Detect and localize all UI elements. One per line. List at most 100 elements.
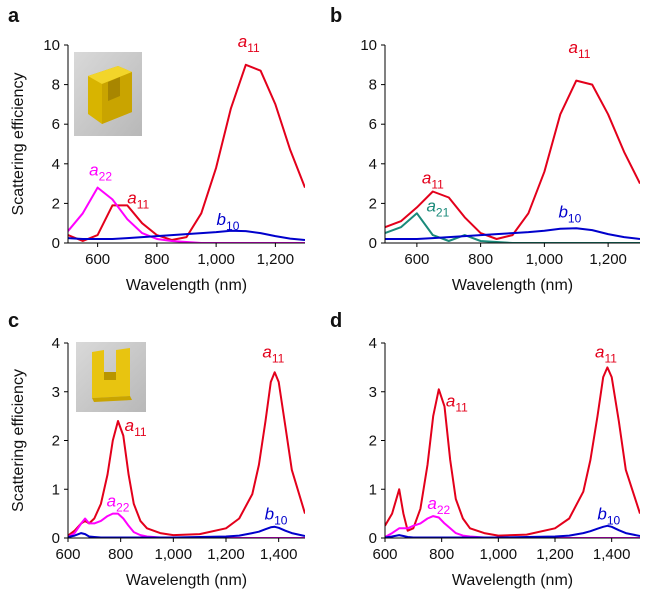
annotation-name: a — [107, 491, 116, 510]
y-tick-label: 10 — [360, 37, 377, 54]
series-annotation: a21 — [426, 196, 449, 219]
series-annotation: b10 — [265, 504, 288, 527]
y-tick-label: 4 — [52, 156, 60, 173]
annotation-subscript: 10 — [226, 219, 240, 233]
x-tick-label: 1,000 — [197, 251, 235, 268]
annotation-subscript: 11 — [431, 178, 444, 192]
series-line — [385, 227, 640, 240]
y-axis-label: Scattering efficiency — [10, 369, 27, 512]
series-annotation: a11 — [238, 32, 260, 55]
annotation-subscript: 11 — [137, 197, 150, 211]
series-line — [68, 186, 305, 243]
annotation-subscript: 11 — [455, 400, 468, 414]
annotation-name: a — [422, 169, 431, 188]
series-annotation: b10 — [217, 210, 240, 233]
series-line — [385, 212, 640, 243]
x-tick-label: 1,400 — [260, 546, 298, 563]
annotation-name: a — [125, 416, 134, 435]
annotation-name: a — [568, 38, 577, 57]
series-line — [68, 371, 305, 537]
y-tick-label: 1 — [52, 481, 60, 498]
x-tick-label: 800 — [468, 251, 493, 268]
annotation-name: b — [217, 210, 226, 229]
annotation-subscript: 10 — [274, 513, 288, 527]
annotation-subscript: 11 — [247, 41, 260, 55]
series-line — [68, 229, 305, 241]
panel-label: b — [330, 5, 342, 27]
series-line — [68, 63, 305, 242]
series-annotation: b10 — [597, 504, 620, 527]
annotation-name: a — [238, 32, 247, 51]
series-annotation: a11 — [422, 169, 444, 192]
annotation-name: a — [595, 343, 604, 362]
y-tick-label: 4 — [369, 156, 377, 173]
inset-a — [74, 52, 142, 136]
x-tick-label: 1,200 — [257, 251, 295, 268]
annotation-subscript: 11 — [134, 425, 147, 439]
x-axis-label: Wavelength (nm) — [452, 572, 573, 589]
y-tick-label: 1 — [369, 481, 377, 498]
annotation-subscript: 11 — [272, 352, 285, 366]
y-tick-label: 2 — [369, 433, 377, 450]
annotation-subscript: 11 — [605, 352, 618, 366]
x-tick-label: 800 — [144, 251, 169, 268]
y-tick-label: 2 — [52, 433, 60, 450]
annotation-name: a — [446, 391, 455, 410]
annotation-name: b — [597, 504, 606, 523]
y-tick-label: 0 — [52, 530, 60, 547]
series-annotation: a11 — [125, 416, 147, 439]
series-annotation: a22 — [107, 491, 130, 514]
panel-label: a — [8, 5, 20, 27]
y-tick-label: 0 — [52, 235, 60, 252]
y-tick-label: 2 — [52, 195, 60, 212]
y-tick-label: 0 — [369, 530, 377, 547]
x-tick-label: 1,000 — [526, 251, 564, 268]
y-tick-label: 6 — [52, 116, 60, 133]
annotation-name: b — [265, 504, 274, 523]
panel-label: c — [8, 310, 19, 332]
series-line — [68, 525, 305, 538]
x-tick-label: 1,000 — [480, 546, 518, 563]
y-tick-label: 8 — [52, 77, 60, 94]
inset-c — [76, 342, 146, 412]
y-tick-label: 4 — [369, 335, 377, 352]
x-tick-label: 800 — [108, 546, 133, 563]
x-tick-label: 600 — [85, 251, 110, 268]
x-tick-label: 600 — [404, 251, 429, 268]
y-tick-label: 10 — [43, 37, 60, 54]
y-axis-label: Scattering efficiency — [10, 73, 27, 216]
annotation-subscript: 10 — [568, 211, 582, 225]
annotation-name: b — [558, 202, 567, 221]
annotation-subscript: 10 — [607, 513, 621, 527]
series-line — [385, 366, 640, 537]
series-annotation: a22 — [427, 494, 450, 517]
annotation-subscript: 11 — [578, 47, 591, 61]
x-axis-label: Wavelength (nm) — [452, 277, 573, 294]
annotation-name: a — [427, 494, 436, 513]
series-annotation: a22 — [89, 161, 112, 184]
series-annotation: a11 — [127, 188, 149, 211]
x-tick-label: 1,200 — [589, 251, 627, 268]
annotation-name: a — [262, 343, 271, 362]
annotation-name: a — [127, 188, 136, 207]
series-annotation: a11 — [595, 343, 617, 366]
annotation-name: a — [426, 196, 435, 215]
y-tick-label: 3 — [52, 384, 60, 401]
x-tick-label: 1,400 — [593, 546, 631, 563]
x-tick-label: 1,200 — [207, 546, 245, 563]
y-tick-label: 2 — [369, 195, 377, 212]
series-annotation: a11 — [446, 391, 468, 414]
annotation-subscript: 22 — [116, 500, 130, 514]
series-annotation: a11 — [262, 343, 284, 366]
annotation-subscript: 22 — [99, 170, 113, 184]
y-tick-label: 4 — [52, 335, 60, 352]
y-tick-label: 3 — [369, 384, 377, 401]
annotation-name: a — [89, 161, 98, 180]
x-tick-label: 800 — [429, 546, 454, 563]
y-tick-label: 6 — [369, 116, 377, 133]
series-line — [385, 79, 640, 240]
y-tick-label: 8 — [369, 77, 377, 94]
panel-label: d — [330, 310, 342, 332]
